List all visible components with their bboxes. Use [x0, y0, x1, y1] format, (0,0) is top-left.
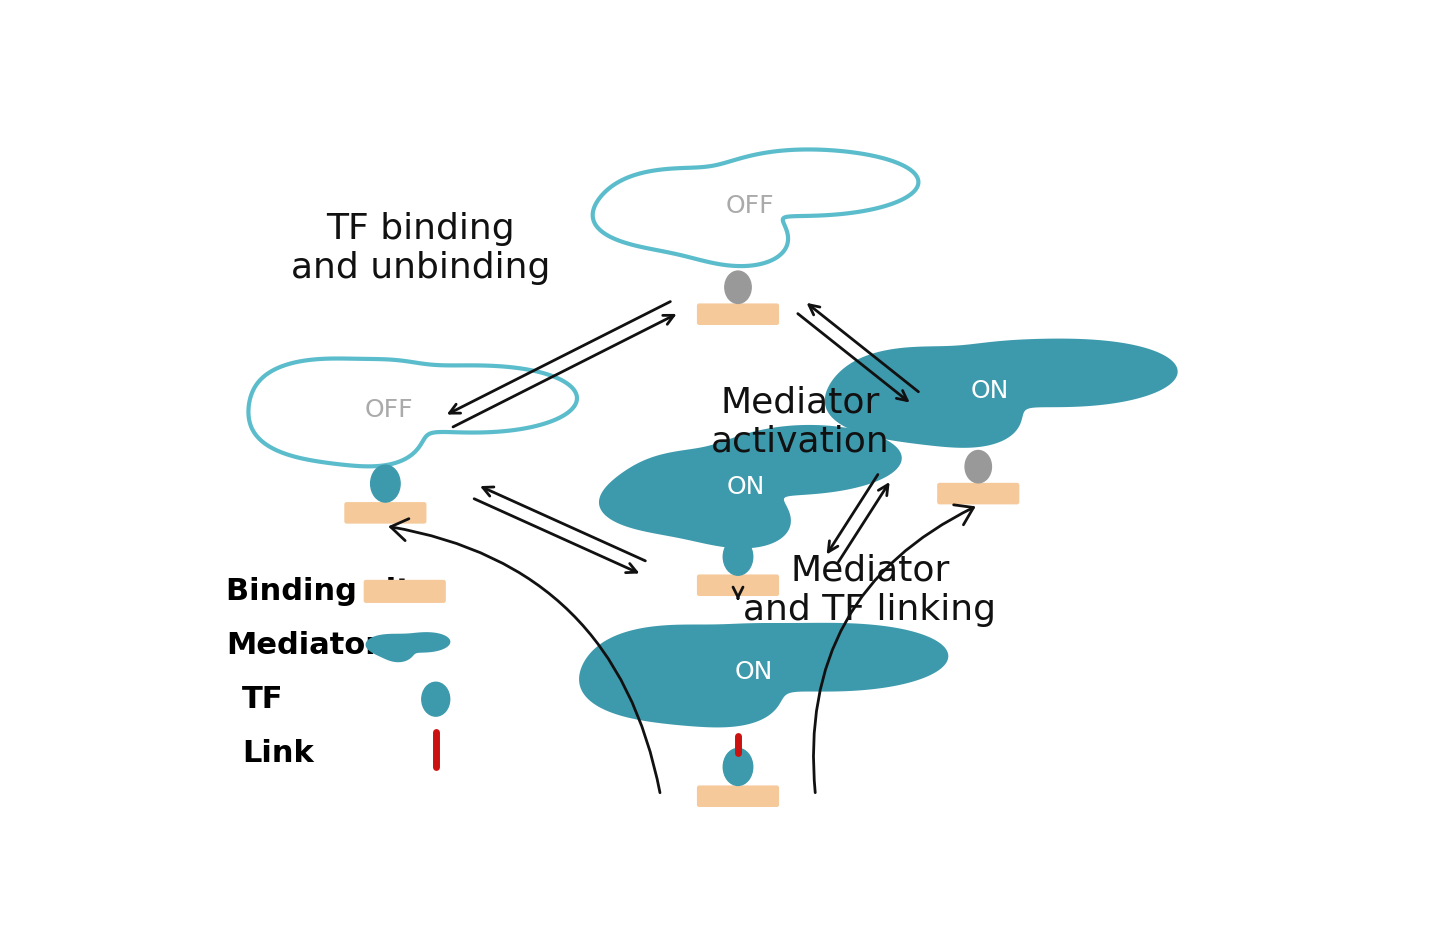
Text: Binding site: Binding site: [226, 577, 432, 606]
FancyBboxPatch shape: [344, 503, 426, 523]
Ellipse shape: [724, 271, 752, 303]
Text: ON: ON: [971, 379, 1009, 403]
Text: OFF: OFF: [726, 195, 773, 219]
Polygon shape: [599, 425, 901, 548]
Text: TF: TF: [242, 685, 284, 713]
Text: Mediator: Mediator: [226, 631, 380, 660]
FancyBboxPatch shape: [697, 786, 779, 807]
Ellipse shape: [422, 682, 449, 716]
Ellipse shape: [723, 539, 753, 576]
Text: Mediator
activation: Mediator activation: [710, 386, 890, 459]
Polygon shape: [579, 623, 949, 728]
Text: OFF: OFF: [364, 398, 413, 423]
FancyBboxPatch shape: [697, 303, 779, 325]
FancyBboxPatch shape: [697, 575, 779, 596]
FancyArrowPatch shape: [390, 519, 660, 792]
FancyArrowPatch shape: [814, 504, 973, 792]
FancyBboxPatch shape: [937, 483, 1020, 504]
Text: ON: ON: [727, 475, 765, 500]
Ellipse shape: [370, 466, 400, 503]
Text: ON: ON: [734, 660, 773, 684]
Polygon shape: [825, 338, 1178, 447]
FancyBboxPatch shape: [364, 580, 446, 603]
Text: Mediator
and TF linking: Mediator and TF linking: [743, 553, 996, 627]
Ellipse shape: [723, 749, 753, 786]
Text: TF binding
and unbinding: TF binding and unbinding: [291, 212, 550, 285]
Text: Link: Link: [242, 738, 314, 768]
Ellipse shape: [965, 450, 991, 483]
Polygon shape: [366, 632, 451, 662]
